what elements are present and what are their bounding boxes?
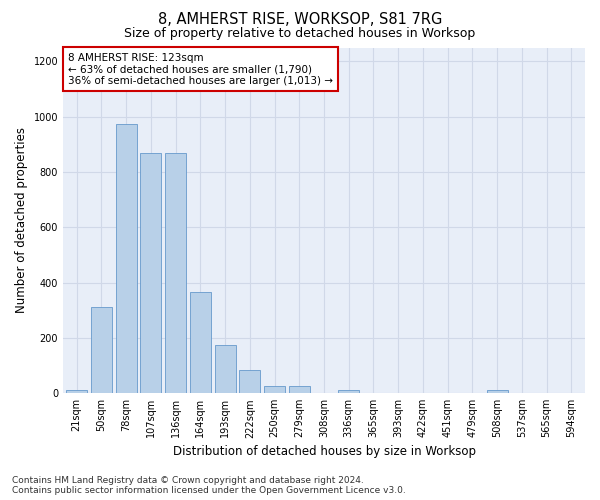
Bar <box>91 308 112 393</box>
Bar <box>239 370 260 393</box>
Bar <box>215 345 236 393</box>
Text: 8, AMHERST RISE, WORKSOP, S81 7RG: 8, AMHERST RISE, WORKSOP, S81 7RG <box>158 12 442 28</box>
Bar <box>264 386 285 393</box>
Bar <box>487 390 508 393</box>
X-axis label: Distribution of detached houses by size in Worksop: Distribution of detached houses by size … <box>173 444 476 458</box>
Text: Contains HM Land Registry data © Crown copyright and database right 2024.
Contai: Contains HM Land Registry data © Crown c… <box>12 476 406 495</box>
Bar <box>289 386 310 393</box>
Bar <box>116 124 137 393</box>
Text: 8 AMHERST RISE: 123sqm
← 63% of detached houses are smaller (1,790)
36% of semi-: 8 AMHERST RISE: 123sqm ← 63% of detached… <box>68 52 333 86</box>
Y-axis label: Number of detached properties: Number of detached properties <box>15 128 28 314</box>
Bar <box>140 152 161 393</box>
Bar <box>190 292 211 393</box>
Text: Size of property relative to detached houses in Worksop: Size of property relative to detached ho… <box>124 28 476 40</box>
Bar <box>338 390 359 393</box>
Bar <box>66 390 87 393</box>
Bar <box>165 152 186 393</box>
